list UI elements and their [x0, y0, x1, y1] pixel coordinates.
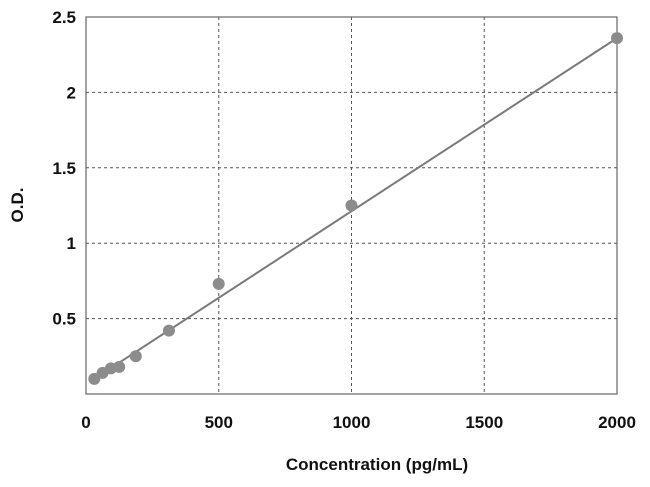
y-tick-label: 2.5	[52, 8, 76, 27]
data-point-0-7	[345, 199, 358, 212]
gridlines	[86, 17, 617, 394]
x-tick-label: 1000	[333, 413, 371, 432]
data-point-0-4	[129, 350, 142, 363]
y-axis-tick-labels: 0.5 1 1.5 2 2.5	[52, 8, 76, 329]
data-point-0-8	[611, 32, 623, 45]
plot-area-frame	[85, 16, 618, 395]
data-point-0-6	[212, 277, 225, 290]
x-tick-label: 1500	[465, 413, 503, 432]
x-axis-tick-labels: 0 500 1000 1500 2000	[81, 413, 636, 432]
y-tick-label: 1	[67, 234, 76, 253]
x-axis-title: Concentration (pg/mL)	[286, 455, 468, 474]
x-tick-label: 2000	[598, 413, 636, 432]
data-point-0-0	[88, 372, 101, 385]
data-points	[88, 32, 623, 385]
data-point-0-3	[113, 360, 126, 373]
y-tick-label: 2	[67, 83, 76, 102]
x-tick-label: 0	[81, 413, 90, 432]
data-point-0-5	[162, 324, 175, 337]
y-axis-title: O.D.	[8, 188, 27, 223]
y-tick-label: 1.5	[52, 159, 76, 178]
y-tick-label: 0.5	[52, 310, 76, 329]
x-tick-label: 500	[205, 413, 233, 432]
